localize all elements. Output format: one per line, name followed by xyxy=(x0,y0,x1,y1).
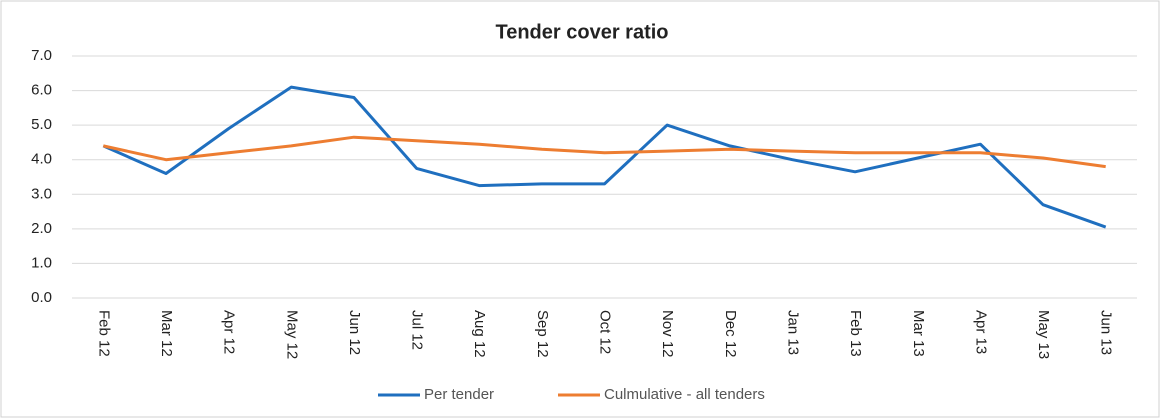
x-tick-label: Feb 12 xyxy=(95,310,112,357)
x-tick-label: Nov 12 xyxy=(659,310,676,358)
x-tick-label: Apr 13 xyxy=(972,310,989,354)
y-tick-label: 3.0 xyxy=(31,185,52,202)
x-tick-label: Oct 12 xyxy=(597,310,614,354)
x-tick-label: Apr 12 xyxy=(221,310,238,354)
x-tick-label: Jan 13 xyxy=(784,310,801,355)
chart-title: Tender cover ratio xyxy=(495,21,668,43)
legend-label: Per tender xyxy=(424,386,494,403)
legend-label: Culmulative - all tenders xyxy=(604,386,765,403)
x-tick-label: Jun 13 xyxy=(1098,310,1115,355)
x-tick-label: Mar 12 xyxy=(158,310,175,357)
y-tick-label: 7.0 xyxy=(31,47,52,64)
y-tick-label: 2.0 xyxy=(31,220,52,237)
x-tick-label: Jun 12 xyxy=(346,310,363,355)
x-tick-label: Jul 12 xyxy=(409,310,426,350)
y-tick-label: 1.0 xyxy=(31,254,52,271)
series-line xyxy=(102,135,1106,169)
x-tick-label: Aug 12 xyxy=(471,310,488,358)
y-tick-label: 4.0 xyxy=(31,151,52,168)
x-tick-label: May 13 xyxy=(1035,310,1052,359)
x-tick-label: Feb 13 xyxy=(847,310,864,357)
x-tick-label: May 12 xyxy=(283,310,300,359)
x-tick-label: Dec 12 xyxy=(722,310,739,358)
y-tick-label: 0.0 xyxy=(31,289,52,306)
x-tick-label: Sep 12 xyxy=(534,310,551,358)
y-tick-label: 5.0 xyxy=(31,116,52,133)
x-tick-label: Mar 13 xyxy=(910,310,927,357)
y-tick-label: 6.0 xyxy=(31,82,52,99)
